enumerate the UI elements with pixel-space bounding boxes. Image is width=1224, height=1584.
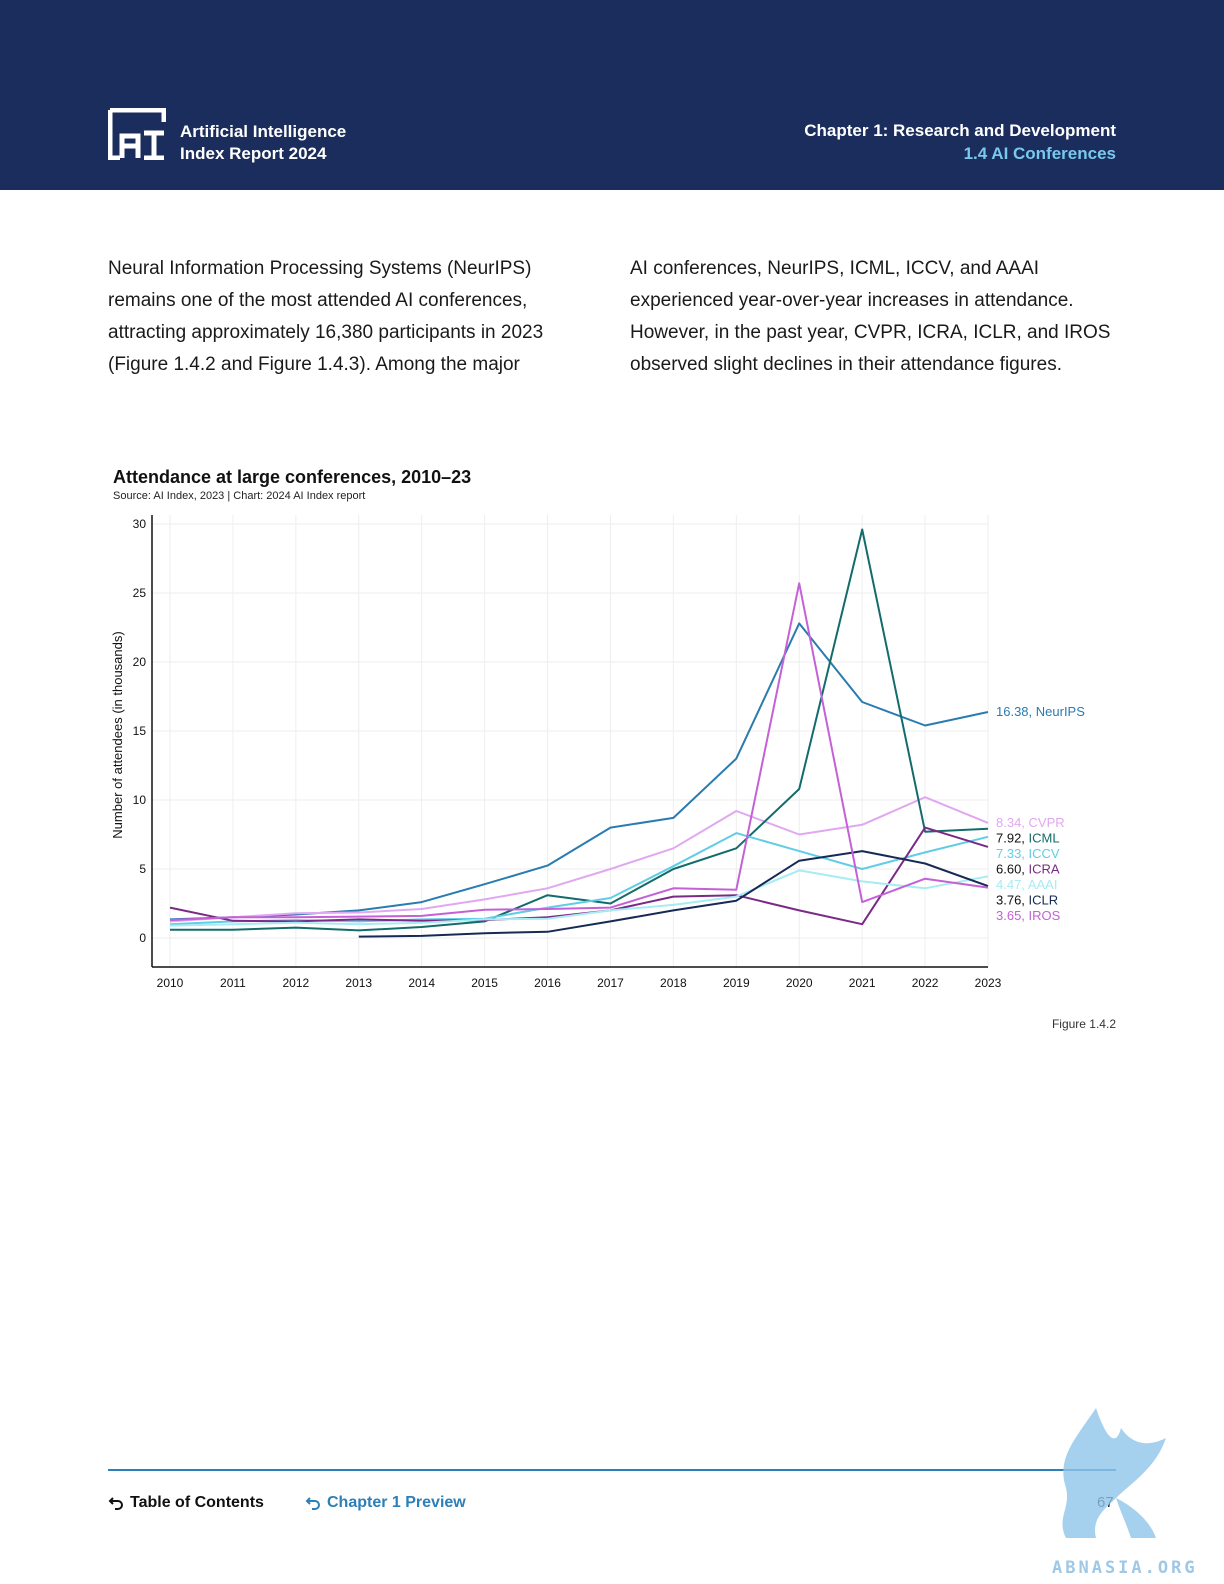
series-line-iros (169, 582, 989, 922)
report-header: Artificial Intelligence Index Report 202… (0, 0, 1224, 190)
return-arrow-icon (108, 1497, 123, 1510)
y-tick-label: 25 (133, 586, 147, 600)
watermark-text: ABNASIA.ORG (1052, 1558, 1198, 1578)
series-line-aaai (169, 869, 989, 927)
series-line-icml (170, 528, 989, 932)
footer-divider (108, 1469, 1116, 1471)
section-title: 1.4 AI Conferences (963, 144, 1116, 163)
body-paragraph-right: AI conferences, NeurIPS, ICML, ICCV, and… (630, 258, 1111, 375)
end-label-icra: 6.60, ICRA (996, 861, 1060, 876)
x-tick-label: 2014 (408, 976, 435, 990)
return-arrow-icon (305, 1497, 320, 1510)
x-tick-label: 2015 (471, 976, 498, 990)
x-tick-label: 2012 (282, 976, 309, 990)
x-tick-label: 2020 (786, 976, 813, 990)
brand-line-2: Index Report 2024 (180, 144, 327, 163)
y-tick-label: 10 (133, 793, 147, 807)
chart-grid (152, 515, 989, 967)
watermark-griffin-icon (1062, 1408, 1166, 1538)
end-label-cvpr: 8.34, CVPR (996, 815, 1065, 830)
y-axis-label: Number of attendees (in thousands) (110, 631, 125, 838)
end-label-neurips: 16.38, NeurIPS (996, 704, 1085, 719)
chart-ticks: 0 5 10 15 20 25 30 2010 2011 2012 2013 2014 2015 2016… (133, 517, 1002, 990)
x-tick-label: 2021 (849, 976, 876, 990)
chart-source: Source: AI Index, 2023 | Chart: 2024 AI … (113, 490, 366, 502)
x-tick-label: 2011 (220, 976, 246, 990)
figure-label: Figure 1.4.2 (1051, 1017, 1116, 1031)
x-tick-label: 2016 (534, 976, 561, 990)
series-line-neurips (169, 622, 989, 921)
end-label-icml: 7.92, ICML (996, 830, 1060, 845)
x-tick-label: 2018 (660, 976, 687, 990)
y-tick-label: 20 (133, 655, 147, 669)
body-paragraph-left: Neural Information Processing Systems (N… (108, 258, 544, 375)
x-tick-label: 2019 (723, 976, 750, 990)
table-of-contents-link[interactable]: Table of Contents (108, 1494, 264, 1512)
brand-line-1: Artificial Intelligence (180, 122, 347, 141)
chart-title: Attendance at large conferences, 2010–23 (113, 467, 472, 487)
chart-series (169, 528, 989, 938)
y-tick-label: 5 (139, 862, 146, 876)
end-label-iclr: 3.76, ICLR (996, 892, 1058, 907)
chapter-preview-link[interactable]: Chapter 1 Preview (305, 1494, 466, 1512)
series-line-iclr (358, 850, 989, 938)
toc-label: Table of Contents (130, 1494, 264, 1511)
end-label-iros: 3.65, IROS (996, 908, 1061, 923)
series-line-cvpr (169, 796, 989, 923)
ai-index-logo (108, 108, 166, 160)
end-label-iccv: 7.33, ICCV (996, 846, 1060, 861)
chapter-preview-label: Chapter 1 Preview (327, 1494, 466, 1511)
x-tick-label: 2013 (345, 976, 372, 990)
x-tick-label: 2010 (157, 976, 184, 990)
y-tick-label: 15 (133, 724, 147, 738)
x-tick-label: 2022 (912, 976, 939, 990)
chapter-title: Chapter 1: Research and Development (804, 121, 1116, 140)
y-tick-label: 30 (133, 517, 147, 531)
chart-axes (151, 515, 988, 968)
brand-title: Artificial Intelligence Index Report 202… (180, 121, 346, 165)
chapter-heading: Chapter 1: Research and Development 1.4 … (804, 119, 1116, 165)
series-line-icra (169, 826, 989, 926)
x-tick-label: 2023 (975, 976, 1002, 990)
end-label-aaai: 4.47, AAAI (996, 877, 1057, 892)
x-tick-label: 2017 (597, 976, 624, 990)
y-tick-label: 0 (139, 931, 146, 945)
